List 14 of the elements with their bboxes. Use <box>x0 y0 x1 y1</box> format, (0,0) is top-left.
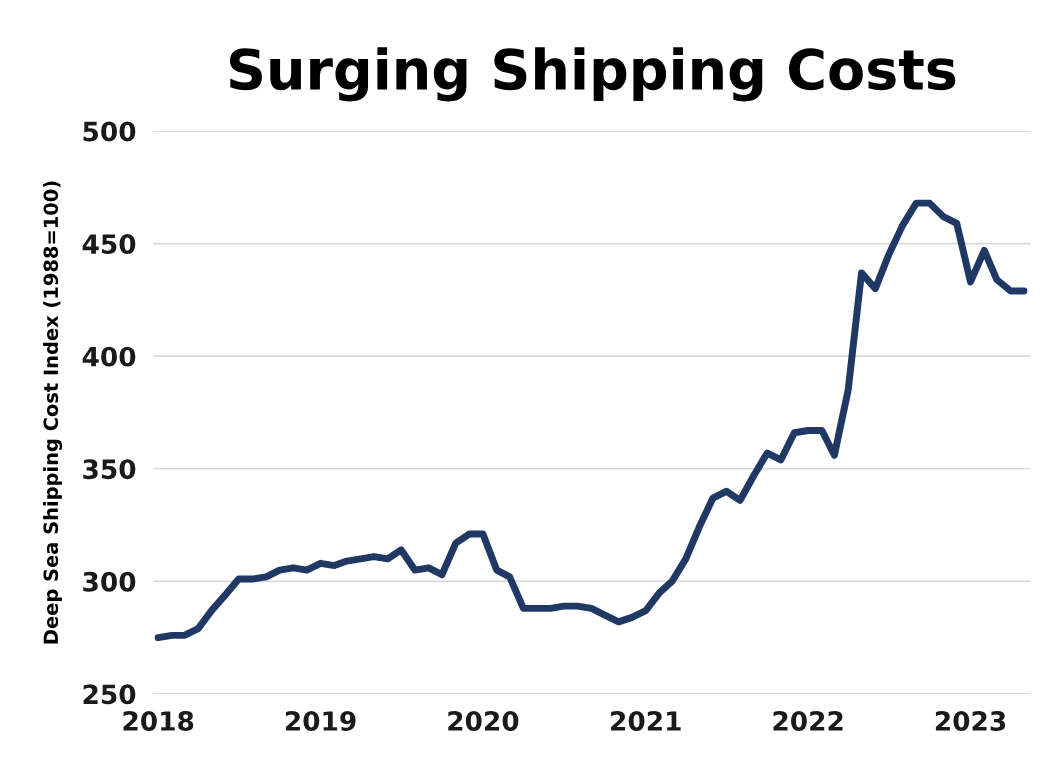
x-tick-label: 2023 <box>935 711 1006 731</box>
x-tick-label: 2019 <box>285 711 356 731</box>
y-tick-label: 300 <box>83 571 136 592</box>
x-tick-label: 2018 <box>123 711 194 731</box>
chart-title: Surging Shipping Costs <box>229 47 956 102</box>
x-tick-label: 2022 <box>773 711 843 731</box>
y-tick-label: 400 <box>82 346 136 367</box>
x-tick-label: 2021 <box>611 711 681 731</box>
y-tick-label: 350 <box>83 459 136 480</box>
x-tick-label: 2020 <box>448 711 519 731</box>
y-tick-label: 450 <box>82 234 136 255</box>
y-tick-label: 500 <box>83 121 136 142</box>
y-tick-label: 250 <box>83 684 136 705</box>
y-axis-title: Deep Sea Shipping Cost Index (1988=100) <box>43 181 63 644</box>
